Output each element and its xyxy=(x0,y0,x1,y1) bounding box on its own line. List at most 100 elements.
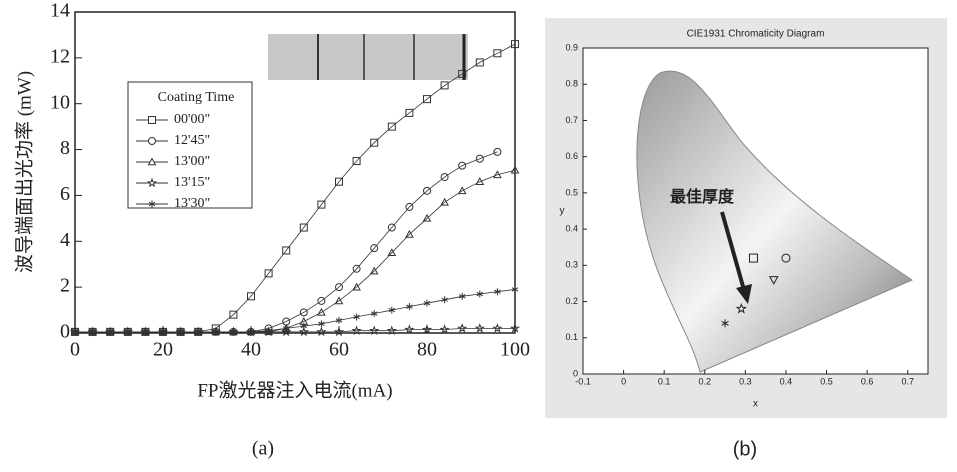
y-tick-label: 0 xyxy=(60,321,70,343)
legend-label: 00'00" xyxy=(174,112,210,127)
marker xyxy=(386,325,397,335)
y-tick-label: 8 xyxy=(60,137,70,159)
marker xyxy=(335,177,343,186)
panel-a: 0 20 40 60 80 100 0 2 4 6 8 10 12 14 波导端面出光功率 (mW) FP激光… xyxy=(13,0,530,460)
marker xyxy=(422,213,432,222)
x-axis-label: x xyxy=(753,399,758,410)
marker xyxy=(441,296,448,304)
marker xyxy=(458,161,467,170)
x-tick-label: 80 xyxy=(417,339,437,361)
y-tick-label: 0.1 xyxy=(565,332,578,342)
marker xyxy=(457,323,468,333)
y-tick-label: 6 xyxy=(60,183,70,205)
marker xyxy=(721,319,729,328)
legend-title: Coating Time xyxy=(158,90,235,105)
legend-marker xyxy=(147,157,157,166)
marker xyxy=(388,306,396,314)
y-tick-label: 0.8 xyxy=(565,79,578,89)
y-tick-label: 4 xyxy=(60,229,70,251)
marker xyxy=(370,138,379,147)
marker xyxy=(768,276,779,285)
y-tick-label: 0.3 xyxy=(565,260,578,270)
caption: (a) xyxy=(252,438,274,460)
y-tick-label: 0.2 xyxy=(565,296,578,306)
legend-label: 13'00" xyxy=(174,154,210,169)
marker xyxy=(264,269,273,278)
chart-title: CIE1931 Chromaticity Diagram xyxy=(687,29,825,40)
marker xyxy=(492,323,503,333)
marker xyxy=(475,154,484,163)
marker xyxy=(317,296,326,305)
x-tick-label: 60 xyxy=(329,339,349,361)
marker xyxy=(281,326,292,337)
marker xyxy=(405,229,414,238)
marker xyxy=(106,328,114,336)
marker xyxy=(458,69,467,78)
annotation-arrowhead xyxy=(736,284,752,304)
series-line xyxy=(75,328,515,333)
marker xyxy=(458,292,466,300)
marker xyxy=(440,197,449,206)
marker xyxy=(335,283,343,292)
legend-box xyxy=(127,81,253,209)
series-line xyxy=(75,289,516,333)
marker xyxy=(440,81,449,90)
marker xyxy=(265,327,272,335)
y-tick-label: 0.9 xyxy=(565,42,578,52)
marker xyxy=(247,292,255,301)
y-tick-label: 0.6 xyxy=(565,151,578,161)
marker xyxy=(511,285,519,293)
y-axis-label: y xyxy=(560,206,565,217)
y-tick-label: 14 xyxy=(50,0,70,22)
marker xyxy=(405,108,414,117)
marker xyxy=(781,253,791,263)
marker xyxy=(71,328,79,336)
marker xyxy=(370,244,379,253)
marker xyxy=(493,49,502,58)
marker xyxy=(124,328,132,336)
marker xyxy=(475,177,485,185)
y-axis-label: 波导端面出光功率 (mW) xyxy=(13,71,35,273)
marker xyxy=(318,320,325,328)
caption: (b) xyxy=(733,438,757,460)
y-tick-label: 0.5 xyxy=(565,187,578,197)
marker xyxy=(404,324,415,334)
marker xyxy=(352,282,361,291)
marker xyxy=(748,253,758,263)
marker xyxy=(142,328,149,336)
legend-label: 13'30" xyxy=(174,196,210,211)
marker xyxy=(335,316,343,324)
plot-frame xyxy=(74,11,516,334)
marker xyxy=(352,264,361,273)
x-tick-label: 0 xyxy=(70,339,80,361)
marker xyxy=(476,290,484,298)
marker xyxy=(369,325,380,335)
x-tick-label: 0.4 xyxy=(780,376,793,386)
marker xyxy=(300,322,308,330)
y-tick-label: 0.4 xyxy=(565,223,578,233)
marker xyxy=(333,326,345,337)
marker xyxy=(299,308,308,317)
marker xyxy=(317,200,326,209)
annotation: 最佳厚度 xyxy=(670,187,735,206)
x-tick-label: 0.6 xyxy=(861,376,874,386)
marker xyxy=(387,122,396,131)
x-tick-label: 0 xyxy=(621,376,626,386)
legend-label: 13'15" xyxy=(174,175,210,190)
marker xyxy=(352,157,361,166)
legend-label: 12'45" xyxy=(174,133,210,148)
x-tick-label: 0.1 xyxy=(658,376,671,386)
x-tick-label: -0.1 xyxy=(575,376,591,386)
marker xyxy=(735,302,747,314)
marker xyxy=(511,40,519,49)
marker xyxy=(353,313,360,321)
legend-marker xyxy=(146,177,158,188)
x-tick-label: 100 xyxy=(500,339,530,361)
marker xyxy=(423,95,431,104)
x-tick-label: 0.2 xyxy=(699,376,712,386)
y-tick-label: 10 xyxy=(50,91,70,113)
marker xyxy=(494,288,501,296)
marker xyxy=(247,328,255,336)
marker xyxy=(370,310,378,318)
